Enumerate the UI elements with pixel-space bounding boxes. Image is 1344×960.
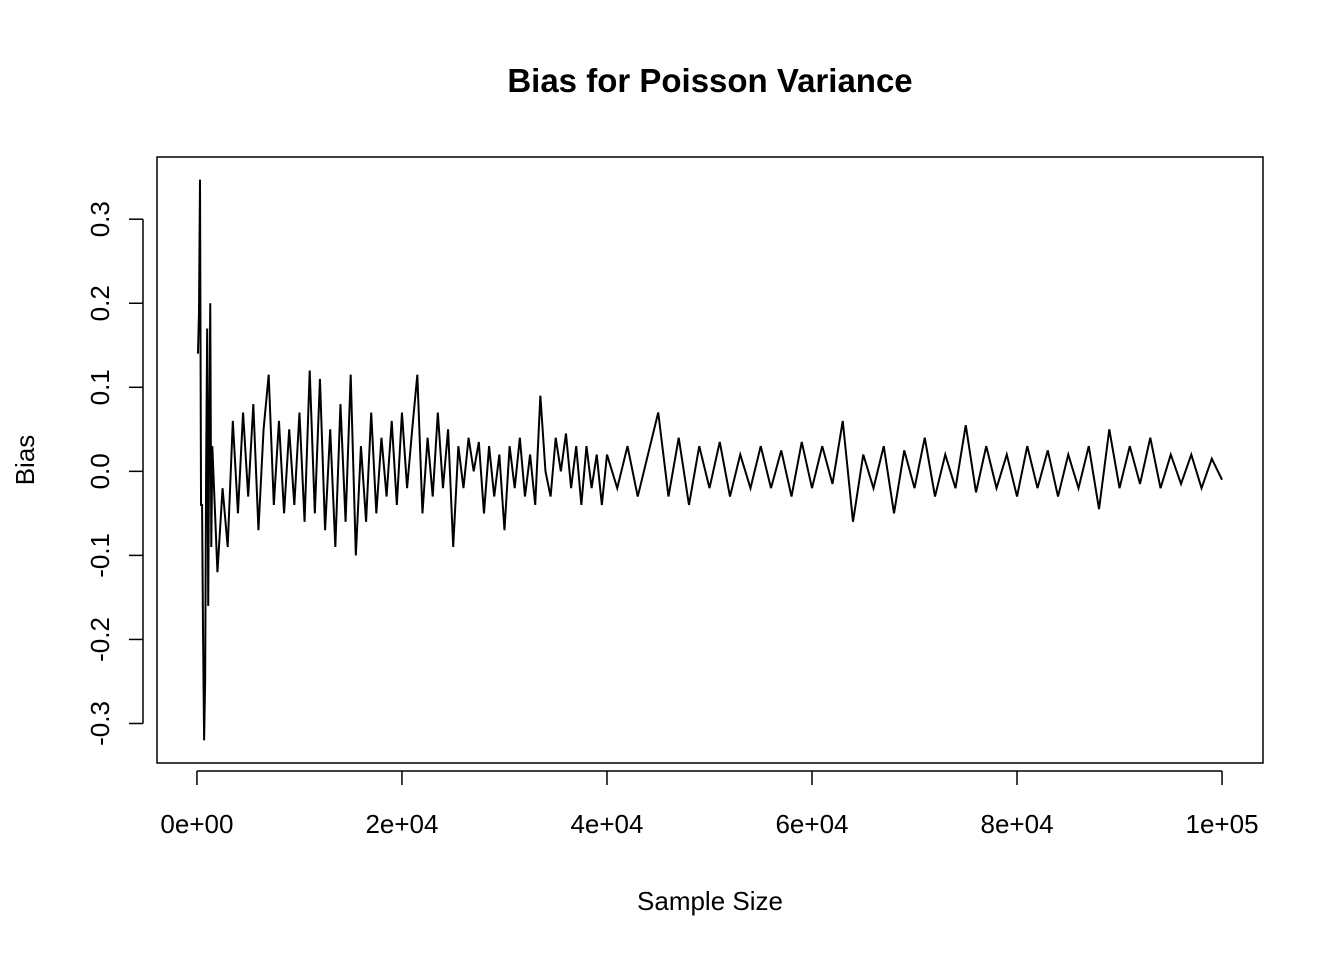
y-tick-label: -0.2	[85, 617, 115, 662]
y-tick-label: 0.0	[85, 453, 115, 489]
x-axis-label: Sample Size	[637, 886, 783, 916]
x-tick-label: 4e+04	[570, 809, 643, 839]
y-tick-label: -0.1	[85, 533, 115, 578]
data-line	[196, 179, 1223, 741]
x-tick-label: 2e+04	[365, 809, 438, 839]
x-tick-label: 0e+00	[160, 809, 233, 839]
y-axis-label: Bias	[10, 435, 40, 486]
y-tick-label: 0.1	[85, 369, 115, 405]
y-tick-label: -0.3	[85, 701, 115, 746]
x-tick-label: 8e+04	[981, 809, 1054, 839]
y-tick-label: 0.3	[85, 201, 115, 237]
plot-frame	[156, 156, 1264, 764]
x-tick-label: 6e+04	[775, 809, 848, 839]
chart-title: Bias for Poisson Variance	[507, 62, 912, 99]
x-tick-label: 1e+05	[1186, 809, 1259, 839]
y-tick-label: 0.2	[85, 285, 115, 321]
